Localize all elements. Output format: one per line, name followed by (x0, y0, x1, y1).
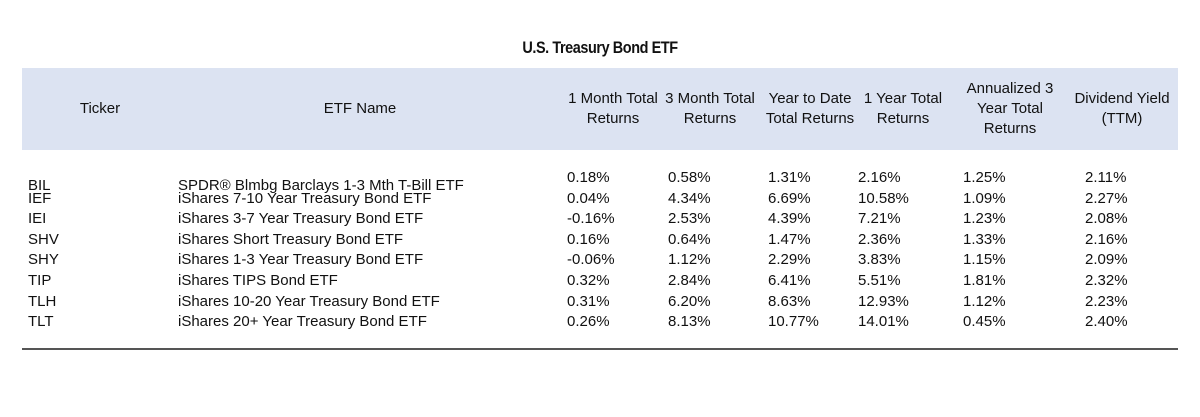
cell-ytd-return: 8.63% (768, 293, 811, 310)
column-header-etf-name: ETF Name (323, 100, 397, 117)
cell-dividend-yield: 2.40% (1085, 313, 1128, 330)
table-title: U.S. Treasury Bond ETF (522, 38, 678, 57)
cell-ticker: SHV (28, 231, 59, 248)
cell-ticker: TLH (28, 293, 57, 310)
cell-3y-annualized-return: 1.23% (963, 210, 1006, 227)
cell-1y-return: 14.01% (858, 313, 909, 330)
cell-etf-name: iShares 10-20 Year Treasury Bond ETF (178, 293, 440, 310)
cell-ticker: BIL (28, 177, 51, 194)
cell-etf-name: iShares 1-3 Year Treasury Bond ETF (178, 251, 424, 268)
cell-ytd-return: 1.47% (768, 231, 811, 248)
cell-ticker: IEI (28, 210, 47, 227)
cell-3m-return: 2.84% (668, 272, 711, 289)
column-header-dividend-yield: Dividend Yield (TTM) (1074, 90, 1170, 127)
cell-ytd-return: 6.41% (768, 272, 811, 289)
cell-3y-annualized-return: 1.09% (963, 190, 1006, 207)
cell-dividend-yield: 2.11% (1085, 169, 1127, 186)
cell-3y-annualized-return: 1.25% (963, 169, 1006, 186)
cell-ytd-return: 6.69% (768, 190, 811, 207)
cell-ytd-return: 4.39% (768, 210, 811, 227)
cell-3m-return: 0.58% (668, 169, 711, 186)
column-header-3y-annualized-return: Annualized 3 Year Total Returns (966, 80, 1054, 137)
cell-dividend-yield: 2.32% (1085, 272, 1128, 289)
column-header-3m-return: 3 Month Total Returns (665, 90, 755, 127)
cell-1y-return: 2.36% (858, 231, 901, 248)
cell-dividend-yield: 2.23% (1085, 293, 1128, 310)
cell-ytd-return: 1.31% (768, 169, 811, 186)
column-header-1m-return: 1 Month Total Returns (568, 90, 658, 127)
cell-dividend-yield: 2.08% (1085, 210, 1128, 227)
cell-etf-name: iShares TIPS Bond ETF (178, 272, 338, 289)
cell-dividend-yield: 2.16% (1085, 231, 1128, 248)
cell-1y-return: 12.93% (858, 293, 909, 310)
cell-etf-name: iShares Short Treasury Bond ETF (178, 231, 404, 248)
cell-1y-return: 3.83% (858, 251, 901, 268)
bottom-rule (22, 348, 1178, 350)
cell-1y-return: 5.51% (858, 272, 901, 289)
cell-1y-return: 7.21% (858, 210, 901, 227)
cell-1y-return: 2.16% (858, 169, 901, 186)
cell-1m-return: -0.16% (567, 210, 615, 227)
cell-3y-annualized-return: 1.15% (963, 251, 1006, 268)
cell-1y-return: 10.58% (858, 190, 909, 207)
cell-ticker: TIP (28, 272, 52, 289)
cell-etf-name: iShares 20+ Year Treasury Bond ETF (178, 313, 427, 330)
cell-etf-name: iShares 7-10 Year Treasury Bond ETF (178, 190, 432, 207)
cell-3m-return: 8.13% (668, 313, 711, 330)
cell-1m-return: 0.32% (567, 272, 610, 289)
cell-3y-annualized-return: 1.12% (963, 293, 1006, 310)
cell-3y-annualized-return: 1.33% (963, 231, 1006, 248)
cell-3m-return: 2.53% (668, 210, 711, 227)
cell-ytd-return: 10.77% (768, 313, 819, 330)
cell-ticker: TLT (28, 313, 54, 330)
cell-1m-return: 0.04% (567, 190, 610, 207)
cell-3m-return: 6.20% (668, 293, 711, 310)
cell-3m-return: 1.12% (668, 251, 711, 268)
cell-3y-annualized-return: 0.45% (963, 313, 1006, 330)
column-header-ticker: Ticker (79, 100, 121, 117)
cell-1m-return: 0.31% (567, 293, 610, 310)
column-header-ytd-return: Year to Date Total Returns (765, 90, 855, 127)
cell-3y-annualized-return: 1.81% (963, 272, 1006, 289)
cell-1m-return: 0.26% (567, 313, 610, 330)
column-header-1y-return: 1 Year Total Returns (863, 90, 943, 127)
cell-dividend-yield: 2.27% (1085, 190, 1128, 207)
cell-3m-return: 4.34% (668, 190, 711, 207)
table-header (22, 68, 1178, 150)
cell-etf-name: SPDR® Blmbg Barclays 1-3 Mth T-Bill ETF (178, 177, 464, 194)
cell-dividend-yield: 2.09% (1085, 251, 1128, 268)
cell-ticker: SHY (28, 251, 59, 268)
cell-ticker: IEF (28, 190, 52, 207)
cell-ytd-return: 2.29% (768, 251, 811, 268)
cell-etf-name: iShares 3-7 Year Treasury Bond ETF (178, 210, 424, 227)
cell-1m-return: 0.18% (567, 169, 610, 186)
cell-1m-return: 0.16% (567, 231, 610, 248)
cell-1m-return: -0.06% (567, 251, 615, 268)
cell-3m-return: 0.64% (668, 231, 711, 248)
